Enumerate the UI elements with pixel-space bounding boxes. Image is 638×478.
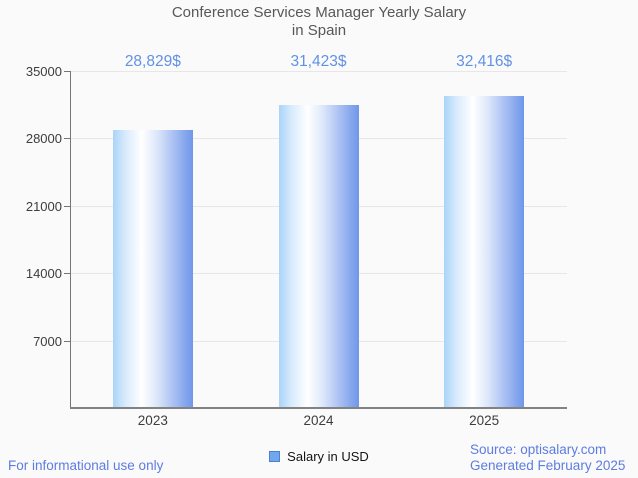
y-tick-mark: [64, 273, 70, 275]
y-tick-mark: [64, 138, 70, 140]
y-tick-label: 28000: [25, 131, 62, 147]
generated-line: Generated February 2025: [470, 457, 626, 473]
legend-swatch-icon: [269, 451, 281, 462]
bar-value-label-2025: 32,416$: [456, 53, 513, 70]
source-line: Source: optisalary.com: [470, 442, 607, 457]
x-tick-label-2024: 2024: [303, 413, 334, 428]
x-axis-line: [70, 407, 567, 409]
y-tick-mark: [64, 340, 70, 342]
y-tick-mark: [64, 205, 70, 207]
bar-2023: [112, 130, 193, 408]
y-axis-line: [70, 71, 71, 408]
bar-2025: [444, 95, 525, 408]
bar-value-label-2023: 28,829$: [124, 53, 181, 70]
y-tick-label: 21000: [25, 198, 62, 214]
y-tick-label: 35000: [25, 64, 62, 79]
gridline: [70, 71, 567, 72]
source-attribution: Source: optisalary.com Generated Februar…: [470, 442, 625, 473]
y-tick-label: 7000: [33, 333, 62, 349]
chart-title-line1: Conference Services Manager Yearly Salar…: [171, 4, 467, 21]
bar-value-label-2024: 31,423$: [290, 53, 347, 70]
legend: Salary in USD: [0, 449, 638, 464]
disclaimer-text: For informational use only: [8, 458, 164, 473]
y-tick-mark: [64, 71, 70, 72]
x-tick-label-2023: 2023: [137, 413, 168, 428]
x-tick-label-2025: 2025: [469, 413, 500, 428]
chart-title-line2: in Spain: [291, 21, 347, 39]
bar-2024: [278, 105, 359, 408]
y-tick-label: 14000: [25, 266, 62, 282]
chart-title: Conference Services Manager Yearly Salar…: [0, 4, 638, 39]
legend-label: Salary in USD: [287, 449, 369, 464]
